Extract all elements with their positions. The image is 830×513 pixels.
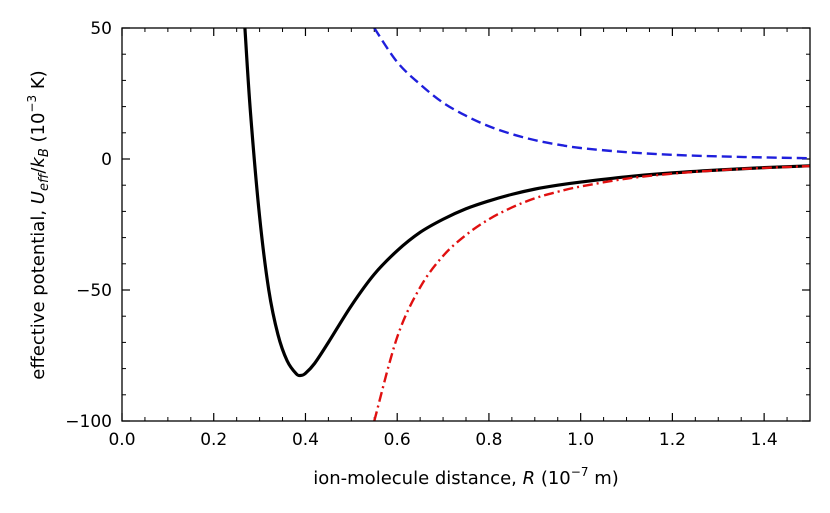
- y-tick-label: 50: [90, 19, 112, 39]
- plot-frame: [121, 27, 811, 422]
- attractive-term-curve: [373, 164, 810, 421]
- x-tick-label: 0.2: [200, 430, 227, 450]
- centrifugal-term-curve: [373, 28, 810, 160]
- x-tick-label: 0.4: [292, 430, 319, 450]
- x-tick-label: 0.8: [475, 430, 502, 450]
- series-layer: [243, 28, 810, 421]
- total-potential-curve: [243, 28, 810, 378]
- x-tick-label: 1.2: [659, 430, 686, 450]
- x-tick-label: 1.0: [567, 430, 594, 450]
- x-tick-label: 0.0: [108, 430, 135, 450]
- x-axis-label: ion-molecule distance, R (10−7 m): [313, 465, 619, 489]
- y-tick-label: −100: [65, 412, 112, 432]
- x-tick-label: 1.4: [751, 430, 778, 450]
- y-axis-label: effective potential, Ueff/kB (10−3 K): [25, 70, 52, 379]
- tick-labels: 0.0 0.2 0.4 0.6 0.8 1.0 1.2 1.4 −100 −50 0 50: [65, 19, 777, 450]
- y-tick-label: −50: [76, 281, 112, 301]
- tick-marks: [121, 27, 811, 422]
- y-tick-label: 0: [101, 150, 112, 170]
- x-tick-label: 0.6: [384, 430, 411, 450]
